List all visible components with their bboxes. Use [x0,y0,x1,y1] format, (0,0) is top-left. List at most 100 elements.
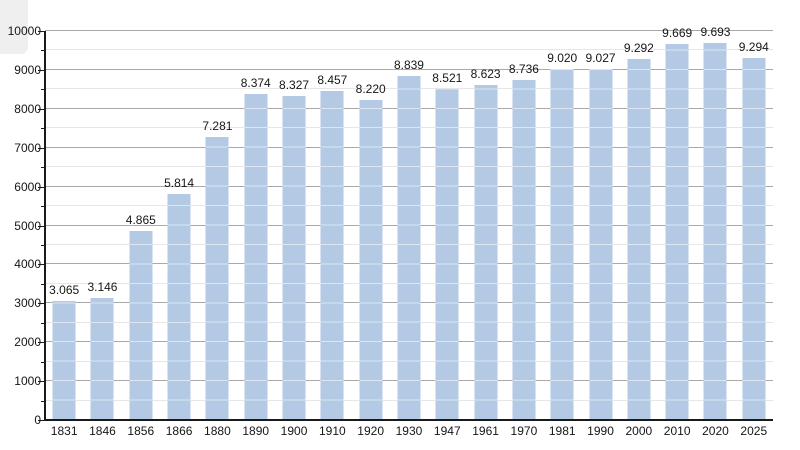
bar-slot-2000: 9.292 [620,31,658,420]
bar-value-label: 9.294 [738,40,769,55]
x-axis-tick-label: 1961 [472,424,499,438]
x-axis-line [44,419,773,421]
y-axis-tick-label: 0 [0,413,41,427]
x-axis-tick-label: 1920 [357,424,384,438]
x-axis-tick-label: 1900 [280,424,308,438]
x-axis-tick-label: 1910 [318,424,346,438]
bar-value-label: 8.457 [317,73,348,88]
bar-1947 [435,88,459,420]
y-axis-tick [41,128,44,130]
bar-value-label: 9.292 [623,40,654,55]
y-axis-tick [41,322,44,324]
bar-1846 [90,297,114,420]
bar-1981 [550,69,574,420]
bar-value-label: 5.814 [164,175,195,190]
y-axis-tick-label: 3000 [14,296,41,311]
y-axis-tick [41,400,44,402]
x-axis-tick-label: 2020 [702,424,729,438]
bars-container: 3.065 3.146 4.865 5.814 7.281 8.374 8.327 8.457… [45,25,773,420]
x-axis-labels: 1831 1846 1856 1866 1880 1890 1900 1910 1920 1930… [45,424,773,438]
x-axis-tick-label: 2010 [663,424,691,438]
bar-slot-1910: 8.457 [313,31,351,420]
y-axis-tick-label: 6000 [14,179,41,194]
y-axis-tick [41,50,44,52]
bar-slot-1930: 8.839 [390,31,428,420]
bar-value-label: 9.669 [662,25,693,40]
bar-slot-1866: 5.814 [160,31,198,420]
bar-value-label: 8.374 [240,76,271,91]
x-axis-tick-label: 1990 [587,424,614,438]
bar-slot-1947: 8.521 [428,31,466,420]
bar-value-label: 9.020 [547,51,578,66]
x-axis-tick-label: 1880 [204,424,231,438]
bar-slot-1981: 9.020 [543,31,581,420]
y-axis-tick-label: 5000 [14,218,41,233]
x-axis-tick-label: 1866 [165,424,193,438]
major-gridline [45,68,773,70]
y-axis-tick-label: 2000 [14,335,41,350]
bar-slot-1990: 9.027 [581,31,619,420]
corner-artifact [0,0,28,54]
bar-value-label: 8.839 [393,58,424,73]
y-axis-tick [38,69,44,71]
bar-2020 [703,42,727,420]
bar-2010 [665,43,689,420]
x-axis-tick-label: 1970 [510,424,538,438]
y-axis-tick-label: 4000 [14,257,41,272]
bar-value-label: 8.521 [432,70,463,85]
bar-1890 [244,94,268,420]
y-axis-tick-label: 1000 [14,374,41,389]
bar-1961 [474,84,498,420]
y-axis-tick [41,206,44,208]
bar-slot-2010: 9.669 [658,26,696,420]
bar-value-label: 8.220 [355,82,386,97]
y-axis-tick [38,342,44,344]
bar-slot-2020: 9.693 [696,25,734,420]
y-axis-line [44,31,46,421]
y-axis-tick-label: 8000 [14,101,41,116]
y-axis-tick [41,244,44,246]
bar-slot-1970: 8.736 [505,31,543,420]
y-axis-tick [41,361,44,363]
bar-2025 [742,58,766,420]
bar-1880 [205,136,229,420]
bar-1930 [397,76,421,420]
y-axis-tick [38,225,44,227]
bar-value-label: 9.027 [585,50,616,65]
y-axis-tick [38,264,44,266]
bar-value-label: 8.623 [470,66,501,81]
bar-1831 [52,300,76,420]
y-axis-tick [38,381,44,383]
x-axis-tick-label: 2000 [625,424,653,438]
x-axis-tick-label: 1981 [548,424,576,438]
x-axis-tick-label: 2025 [740,424,768,438]
y-axis-tick-label: 7000 [14,140,41,155]
bar-1856 [129,230,153,420]
x-axis-tick-label: 1947 [433,424,461,438]
x-axis-tick-label: 1890 [242,424,270,438]
minor-gridline [45,49,773,51]
bar-slot-1900: 8.327 [275,31,313,420]
bar-slot-1831: 3.065 [45,31,83,420]
y-axis-tick [41,283,44,285]
major-gridline [45,30,773,31]
y-axis-tick [38,420,44,421]
bar-slot-1961: 8.623 [466,31,504,420]
bar-slot-1846: 3.146 [83,31,121,420]
y-axis-tick-label: 9000 [14,62,41,77]
bar-1990 [589,68,613,420]
bar-slot-1880: 7.281 [198,31,236,420]
bar-1970 [512,80,536,420]
bar-1900 [282,96,306,420]
x-axis-tick-label: 1856 [127,424,155,438]
bar-value-label: 3.146 [87,279,118,294]
y-axis-tick [41,89,44,91]
bar-1866 [167,193,191,420]
bar-slot-1920: 8.220 [352,31,390,420]
bar-slot-1890: 8.374 [237,31,275,420]
y-axis-tick [38,186,44,188]
y-axis-tick [38,303,44,305]
x-axis-tick-label: 1846 [89,424,116,438]
bar-value-label: 8.736 [508,62,539,77]
y-axis-tick [41,167,44,169]
